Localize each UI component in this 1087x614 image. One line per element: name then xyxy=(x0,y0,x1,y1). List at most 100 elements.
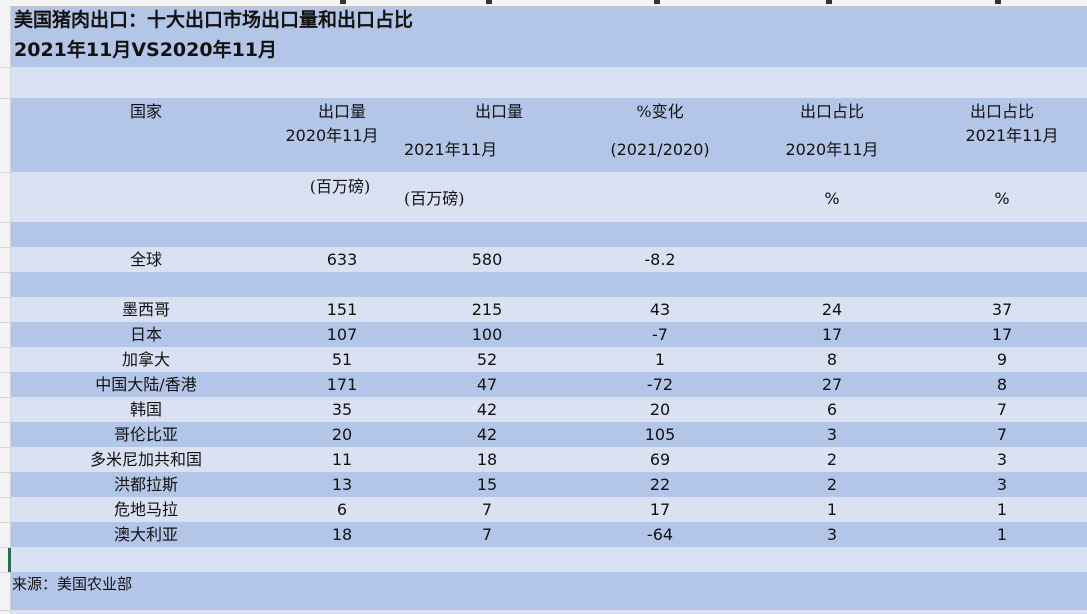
cell-share2020[interactable]: 24 xyxy=(821,300,843,319)
cell-vol2020[interactable]: 6 xyxy=(336,500,348,519)
cell-vol2021[interactable]: 42 xyxy=(476,425,498,444)
cell-share2020[interactable]: 3 xyxy=(826,525,838,544)
cell-country[interactable]: 韩国 xyxy=(129,400,162,419)
cell-vol2021[interactable]: 7 xyxy=(481,500,493,519)
global-vol2020-cell[interactable]: 633 xyxy=(326,250,358,269)
gutter-line xyxy=(0,297,10,298)
gutter-line xyxy=(0,172,10,173)
cell-country[interactable]: 加拿大 xyxy=(121,350,170,369)
header-share2020: 出口占比 xyxy=(799,102,864,121)
active-cell-indicator xyxy=(8,548,11,572)
table-subtitle: 2021年11月VS2020年11月 xyxy=(14,39,278,61)
cell-country[interactable]: 多米尼加共和国 xyxy=(89,450,202,469)
cell-share2021[interactable]: 37 xyxy=(991,300,1013,319)
row-band xyxy=(10,447,1087,472)
cell-vol2021[interactable]: 15 xyxy=(476,475,498,494)
header-vol2021-period: 2021年11月 xyxy=(404,140,498,159)
cell-change[interactable]: -64 xyxy=(646,525,674,544)
cell-vol2020[interactable]: 18 xyxy=(331,525,353,544)
gutter-line xyxy=(0,397,10,398)
cell-share2021[interactable]: 1 xyxy=(996,525,1008,544)
cell-vol2021[interactable]: 52 xyxy=(476,350,498,369)
cell-country[interactable]: 危地马拉 xyxy=(113,500,178,519)
header-share2021-period: 2021年11月 xyxy=(965,126,1059,145)
cell-change[interactable]: 69 xyxy=(649,450,671,469)
title-band xyxy=(10,6,1087,67)
cell-share2020[interactable]: 2 xyxy=(826,475,838,494)
column-marker xyxy=(995,0,1001,4)
cell-change[interactable]: 22 xyxy=(649,475,671,494)
cell-vol2021[interactable]: 100 xyxy=(471,325,503,344)
cell-share2021[interactable]: 8 xyxy=(996,375,1008,394)
gutter-line xyxy=(0,422,10,423)
cell-country[interactable]: 墨西哥 xyxy=(121,300,170,319)
cell-vol2020[interactable]: 107 xyxy=(326,325,358,344)
header-band xyxy=(10,98,1087,172)
spacer-band xyxy=(10,67,1087,98)
gutter-line xyxy=(0,347,10,348)
cell-vol2020[interactable]: 51 xyxy=(331,350,353,369)
cell-share2020[interactable]: 6 xyxy=(826,400,838,419)
row-band xyxy=(10,372,1087,397)
cell-vol2020[interactable]: 35 xyxy=(331,400,353,419)
header-country: 国家 xyxy=(129,102,162,121)
cell-share2020[interactable]: 17 xyxy=(821,325,843,344)
global-change-cell[interactable]: -8.2 xyxy=(644,250,676,269)
cell-change[interactable]: -72 xyxy=(646,375,674,394)
cell-share2021[interactable]: 3 xyxy=(996,450,1008,469)
cell-change[interactable]: 105 xyxy=(644,425,676,444)
cell-country[interactable]: 中国大陆/香港 xyxy=(95,375,197,394)
row-band xyxy=(10,522,1087,547)
bottom-band xyxy=(10,610,1087,614)
cell-country[interactable]: 哥伦比亚 xyxy=(113,425,178,444)
cell-share2020[interactable]: 3 xyxy=(826,425,838,444)
cell-vol2021[interactable]: 47 xyxy=(476,375,498,394)
cell-vol2020[interactable]: 20 xyxy=(331,425,353,444)
column-marker xyxy=(654,0,660,4)
row-band xyxy=(10,397,1087,422)
cell-vol2021[interactable]: 215 xyxy=(471,300,503,319)
cell-share2021[interactable]: 1 xyxy=(996,500,1008,519)
header-share2020-period: 2020年11月 xyxy=(785,140,879,159)
header-share2021-unit: % xyxy=(994,189,1010,208)
row-band xyxy=(10,422,1087,447)
global-country-cell[interactable]: 全球 xyxy=(129,250,162,269)
row-band xyxy=(10,297,1087,322)
cell-share2020[interactable]: 27 xyxy=(821,375,843,394)
cell-share2021[interactable]: 7 xyxy=(996,425,1008,444)
cell-country[interactable]: 澳大利亚 xyxy=(113,525,178,544)
cell-vol2021[interactable]: 42 xyxy=(476,400,498,419)
gutter-line xyxy=(0,472,10,473)
cell-vol2020[interactable]: 151 xyxy=(326,300,358,319)
cell-share2020[interactable]: 1 xyxy=(826,500,838,519)
cell-share2020[interactable]: 8 xyxy=(826,350,838,369)
cell-change[interactable]: 17 xyxy=(649,500,671,519)
header-change-period: (2021/2020) xyxy=(610,140,710,159)
column-marker xyxy=(486,0,492,4)
cell-change[interactable]: 43 xyxy=(649,300,671,319)
header-vol2020: 出口量 xyxy=(317,102,366,121)
global-vol2021-cell[interactable]: 580 xyxy=(471,250,503,269)
cell-vol2020[interactable]: 171 xyxy=(326,375,358,394)
cell-share2021[interactable]: 17 xyxy=(991,325,1013,344)
cell-change[interactable]: 1 xyxy=(654,350,666,369)
cell-share2021[interactable]: 9 xyxy=(996,350,1008,369)
gutter-line xyxy=(0,610,10,611)
gutter-line xyxy=(0,547,10,548)
cell-country[interactable]: 日本 xyxy=(129,325,162,344)
cell-share2021[interactable]: 7 xyxy=(996,400,1008,419)
source-note: 来源：美国农业部 xyxy=(12,575,133,593)
cell-vol2020[interactable]: 11 xyxy=(331,450,353,469)
cell-share2020[interactable]: 2 xyxy=(826,450,838,469)
cell-share2021[interactable]: 3 xyxy=(996,475,1008,494)
cell-vol2021[interactable]: 18 xyxy=(476,450,498,469)
gutter-line xyxy=(0,272,10,273)
cell-change[interactable]: 20 xyxy=(649,400,671,419)
row-header-gutter[interactable] xyxy=(0,0,11,614)
cell-change[interactable]: -7 xyxy=(652,325,668,344)
cell-country[interactable]: 洪都拉斯 xyxy=(113,475,178,494)
column-header-strip[interactable] xyxy=(10,0,1087,7)
header-change: %变化 xyxy=(636,102,684,121)
cell-vol2020[interactable]: 13 xyxy=(331,475,353,494)
cell-vol2021[interactable]: 7 xyxy=(481,525,493,544)
